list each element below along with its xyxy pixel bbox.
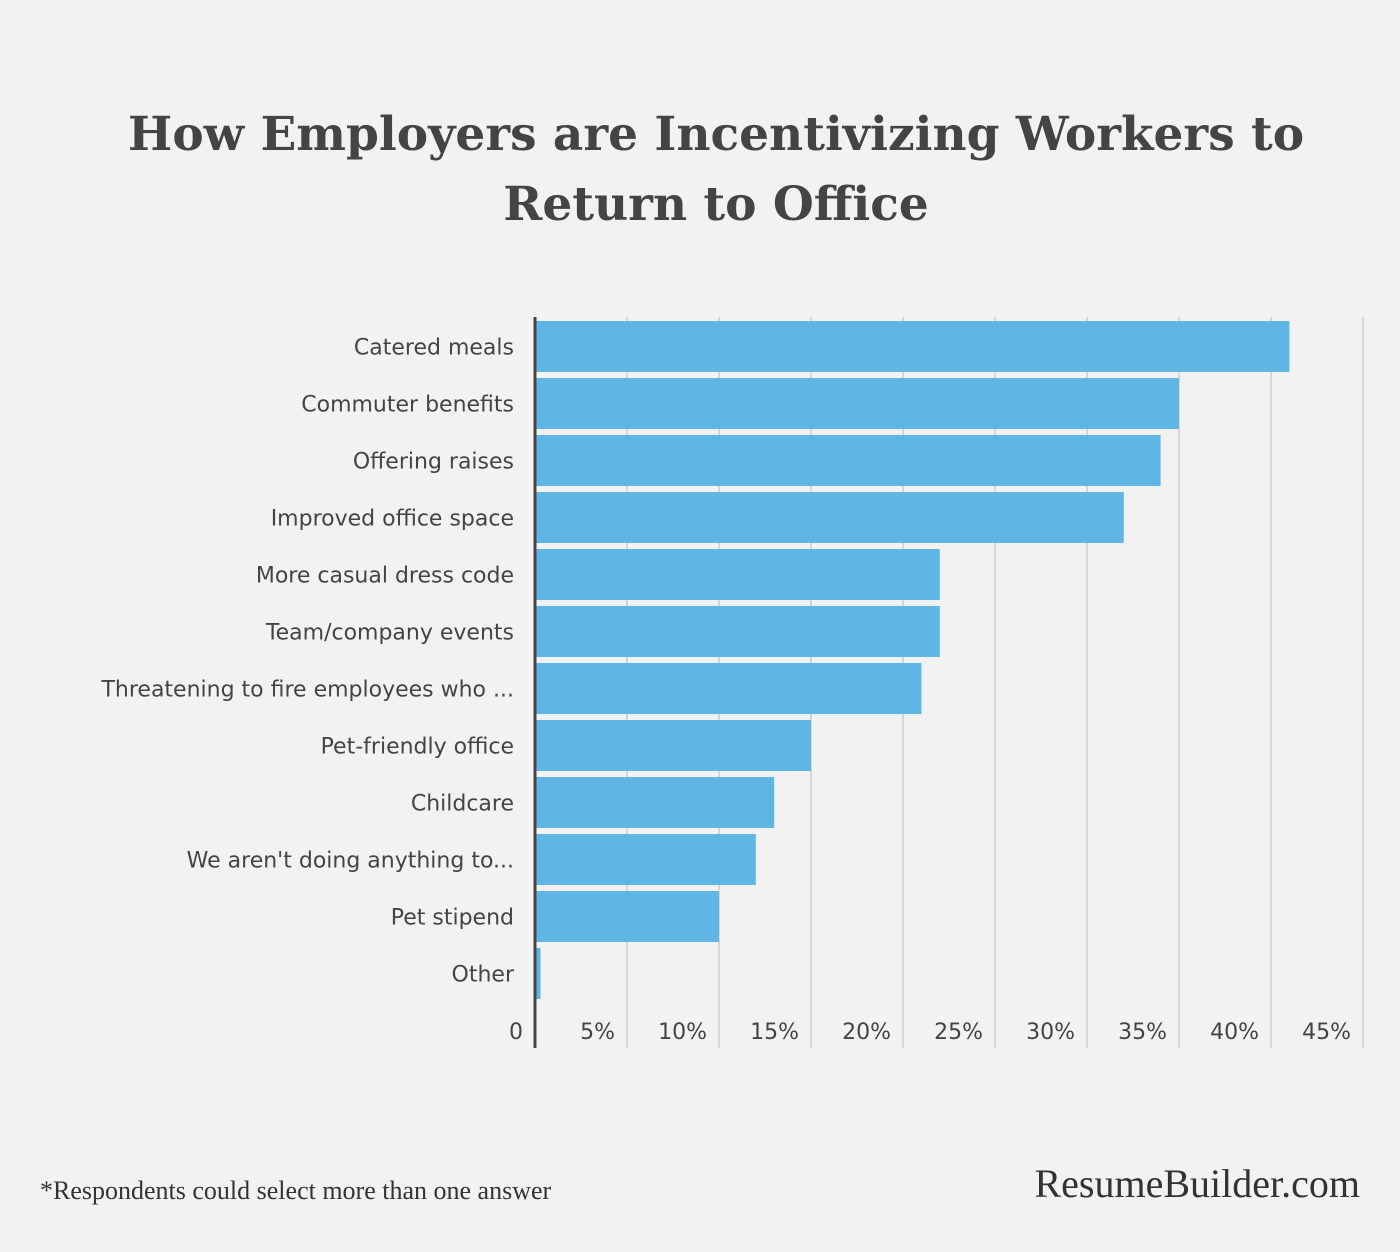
category-label: Pet-friendly office — [321, 735, 514, 760]
bar — [535, 492, 1124, 543]
bar — [535, 606, 940, 657]
bar — [535, 378, 1179, 429]
category-label: More casual dress code — [256, 564, 514, 589]
category-label: Catered meals — [354, 336, 514, 361]
category-label: Team/company events — [265, 621, 514, 646]
x-tick-label: 25% — [934, 1020, 983, 1045]
bar — [535, 948, 541, 999]
x-tick-labels: 0 5% 10% 15% 20% 25% 30% 35% 40% 45% — [509, 1020, 1351, 1045]
category-label: Offering raises — [353, 450, 514, 475]
x-tick-label: 5% — [580, 1020, 615, 1045]
category-label: Threatening to fire employees who ... — [100, 678, 514, 703]
x-tick-label: 15% — [750, 1020, 799, 1045]
bar — [535, 549, 940, 600]
bar — [535, 834, 756, 885]
brand-logo-text: ResumeBuilder.com — [1034, 1161, 1360, 1206]
category-label: We aren't doing anything to... — [187, 849, 514, 874]
footnote: *Respondents could select more than one … — [40, 1176, 552, 1205]
bar — [535, 777, 775, 828]
x-tick-label: 35% — [1118, 1020, 1167, 1045]
x-tick-label: 30% — [1026, 1020, 1075, 1045]
x-tick-label: 40% — [1210, 1020, 1259, 1045]
category-labels: Catered meals Commuter benefits Offering r… — [100, 336, 514, 988]
category-label: Other — [452, 963, 515, 988]
bars — [535, 321, 1290, 999]
bar — [535, 435, 1161, 486]
bar — [535, 891, 719, 942]
category-label: Childcare — [411, 792, 514, 817]
category-label: Pet stipend — [391, 906, 514, 931]
x-tick-label: 45% — [1302, 1020, 1351, 1045]
bar — [535, 321, 1290, 372]
bar — [535, 663, 922, 714]
chart-title: How Employers are Incentivizing Workers … — [127, 107, 1305, 232]
x-tick-label: 20% — [842, 1020, 891, 1045]
category-label: Improved office space — [271, 507, 514, 532]
x-tick-label: 10% — [658, 1020, 707, 1045]
bar — [535, 720, 811, 771]
x-tick-label: 0 — [509, 1020, 523, 1045]
category-label: Commuter benefits — [301, 393, 514, 418]
